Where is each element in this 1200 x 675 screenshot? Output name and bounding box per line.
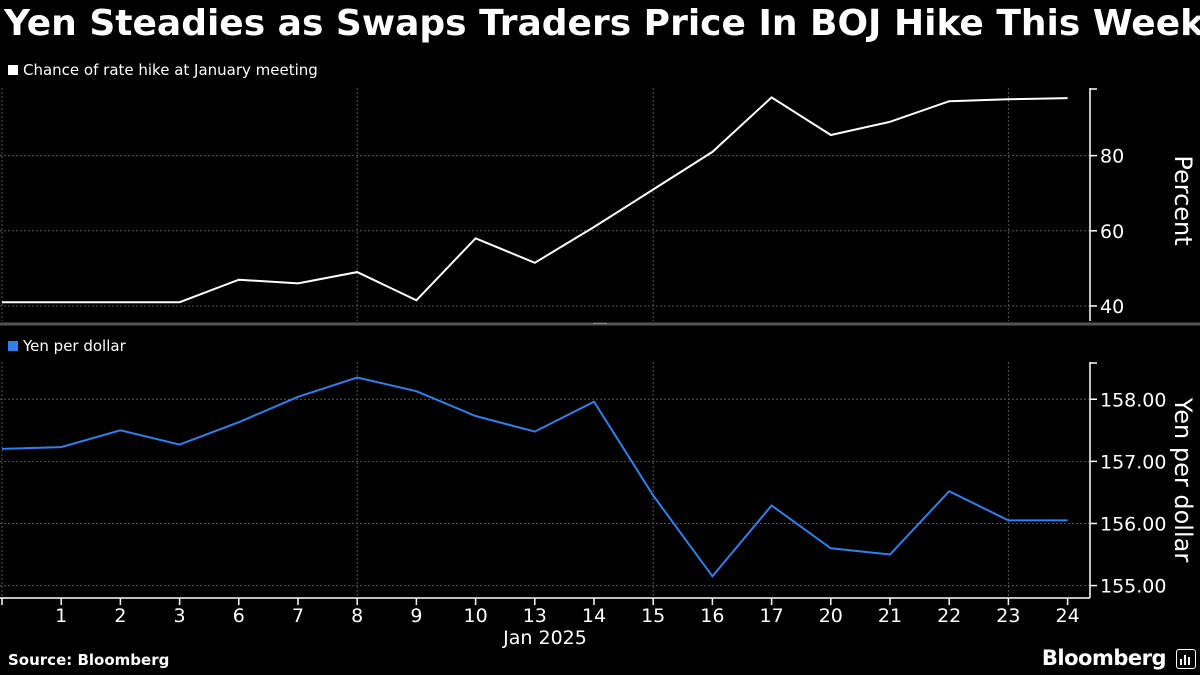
x-tick-label: 14: [582, 605, 606, 627]
x-tick-label: 22: [937, 605, 961, 627]
x-tick-label: 10: [464, 605, 488, 627]
y-tick-label: 40: [1100, 296, 1124, 318]
x-tick-label: 9: [410, 605, 422, 627]
x-tick-label: 17: [760, 605, 784, 627]
legend-swatch-blue: [8, 341, 18, 351]
x-tick-label: 1: [55, 605, 67, 627]
legend-yen: Yen per dollar: [8, 337, 126, 355]
x-tick-label: 2: [114, 605, 126, 627]
y-axis-title: Yen per dollar: [1169, 397, 1197, 563]
source-note: Source: Bloomberg: [8, 651, 170, 669]
y-tick-label: 158.00: [1100, 389, 1166, 411]
x-tick-label: 21: [878, 605, 902, 627]
x-tick-label: 8: [351, 605, 363, 627]
x-tick-label: 7: [292, 605, 304, 627]
y-axis-title: Percent: [1169, 155, 1197, 245]
x-tick-label: 15: [641, 605, 665, 627]
y-tick-label: 156.00: [1100, 513, 1166, 535]
series-line: [1, 376, 1068, 578]
y-tick-label: 60: [1100, 221, 1124, 243]
x-tick-label: 24: [1056, 605, 1080, 627]
series-line: [2, 96, 1068, 304]
x-tick-label: 20: [819, 605, 843, 627]
x-tick-label: 23: [996, 605, 1020, 627]
y-tick-label: 155.00: [1100, 576, 1166, 598]
y-tick-label: 80: [1100, 146, 1124, 168]
x-axis-title: Jan 2025: [502, 627, 587, 649]
bloomberg-logo-icon: [1176, 649, 1196, 669]
chart-headline: Yen Steadies as Swaps Traders Price In B…: [4, 3, 1200, 44]
legend-label-rate-hike: Chance of rate hike at January meeting: [23, 61, 318, 79]
x-tick-label: 13: [523, 605, 547, 627]
x-tick-label: 16: [700, 605, 724, 627]
legend-rate-hike: Chance of rate hike at January meeting: [8, 61, 318, 79]
legend-label-yen: Yen per dollar: [23, 337, 126, 355]
legend-swatch-white: [8, 65, 18, 75]
x-tick-label: 6: [233, 605, 245, 627]
y-tick-label: 157.00: [1100, 451, 1166, 473]
x-tick-label: 3: [174, 605, 186, 627]
bloomberg-wordmark: Bloomberg: [1041, 646, 1167, 670]
